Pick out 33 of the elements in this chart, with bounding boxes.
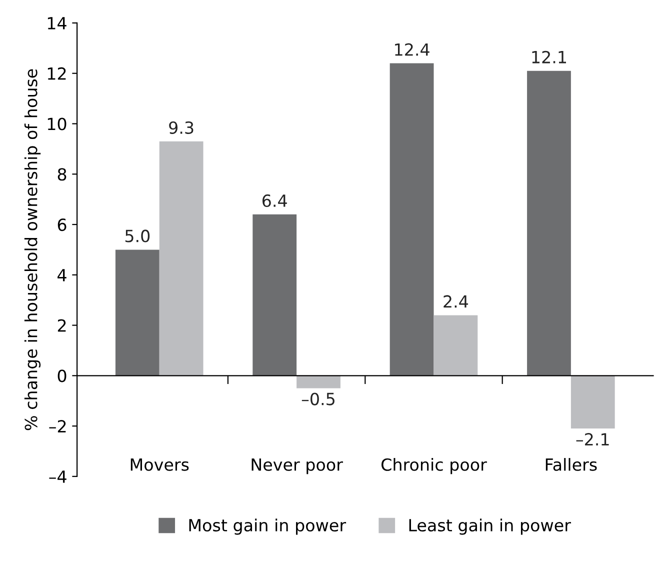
- data-label: 2.4: [444, 295, 468, 308]
- data-label: 5.0: [125, 230, 150, 242]
- y-axis-title: % change in household ownership of house: [24, 69, 41, 430]
- y-tick-label: 14: [48, 17, 66, 30]
- y-tick-label: 10: [48, 118, 66, 130]
- y-tick-label: 2: [58, 319, 66, 332]
- data-label: 9.3: [169, 121, 194, 134]
- data-label: 12.4: [395, 43, 430, 56]
- data-label: –2.1: [576, 433, 609, 446]
- bar: [390, 63, 434, 376]
- y-tick-label: 0: [58, 370, 66, 382]
- x-tick-label: Never poor: [252, 458, 343, 474]
- data-label: –0.5: [302, 392, 334, 406]
- data-label: 6.4: [262, 194, 287, 208]
- y-tick-label: 6: [58, 218, 66, 232]
- x-tick-label: Fallers: [546, 458, 597, 471]
- y-tick-label: 8: [58, 168, 66, 181]
- x-tick-label: Movers: [130, 458, 189, 471]
- y-tick-label: 12: [48, 67, 66, 80]
- x-tick-label: Chronic poor: [382, 458, 487, 474]
- bar: [252, 214, 297, 376]
- legend-label: Least gain in power: [409, 518, 571, 535]
- y-tick-label: 4: [58, 269, 66, 282]
- y-tick-label: –4: [49, 470, 66, 483]
- bar: [115, 250, 160, 376]
- data-label: 12.1: [532, 50, 566, 64]
- bar: [434, 315, 478, 376]
- bar: [570, 376, 615, 429]
- bar: [296, 376, 340, 388]
- legend-label: Most gain in power: [189, 518, 346, 535]
- bar: [527, 70, 571, 376]
- y-tick-label: –2: [49, 420, 66, 432]
- bar: [159, 141, 204, 376]
